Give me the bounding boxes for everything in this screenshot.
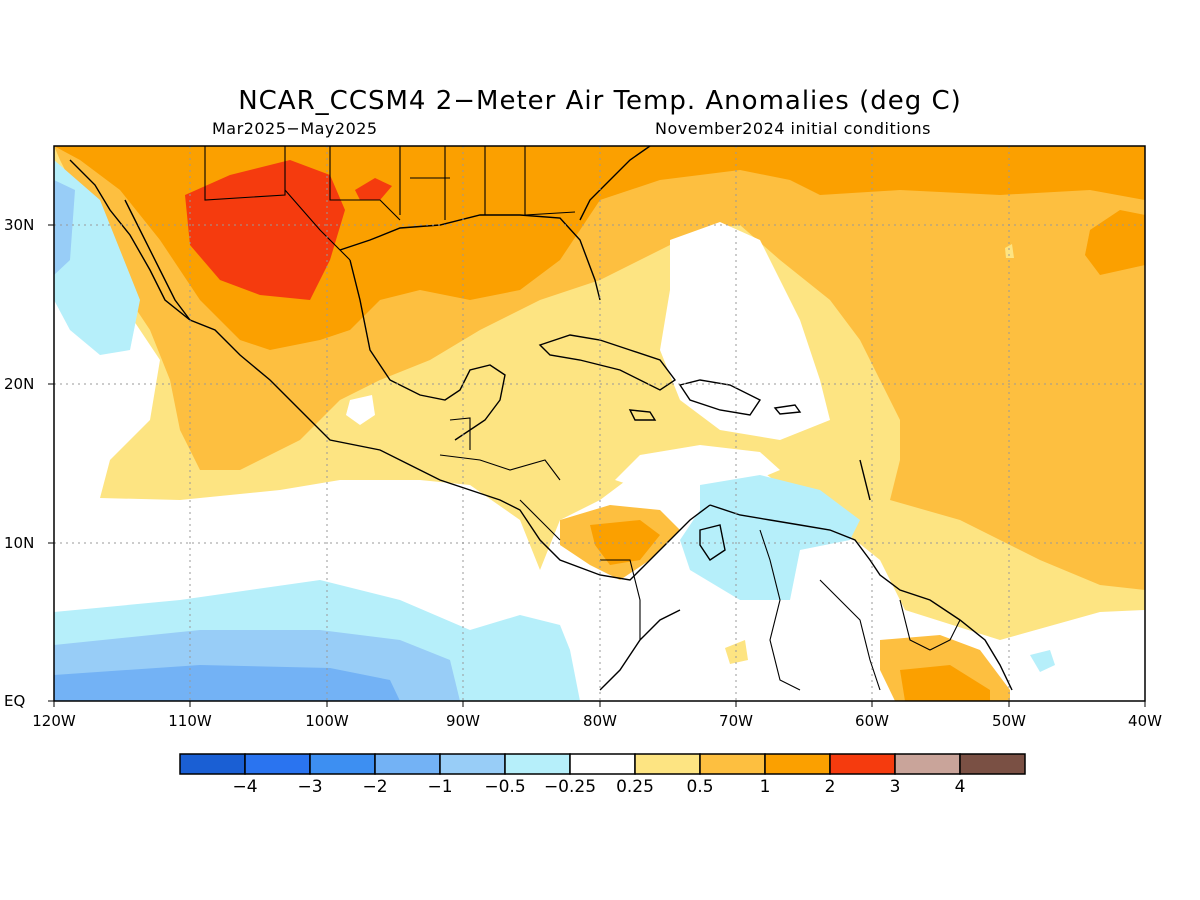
colorbar-swatch [894, 753, 961, 775]
colorbar-swatch [309, 753, 376, 775]
colorbar-tick-label: −0.25 [543, 777, 597, 797]
lon-label-110w: 110W [168, 712, 212, 730]
colorbar-swatch [569, 753, 636, 775]
colorbar-tick-label: −1 [427, 777, 453, 797]
lon-label-120w: 120W [32, 712, 76, 730]
colorbar-tick-label: 2 [824, 777, 836, 797]
coastlines [69, 146, 1013, 691]
colorbar-swatch [764, 753, 831, 775]
colorbar [179, 753, 1026, 775]
colorbar-tick-label: −3 [297, 777, 323, 797]
lon-label-90w: 90W [446, 712, 480, 730]
borders [204, 146, 961, 691]
lon-label-50w: 50W [992, 712, 1026, 730]
forecast-period: Mar2025−May2025 [212, 119, 378, 138]
colorbar-swatch [829, 753, 896, 775]
colorbar-swatch [699, 753, 766, 775]
map-title: NCAR_CCSM4 2−Meter Air Temp. Anomalies (… [238, 86, 962, 116]
lon-label-70w: 70W [719, 712, 753, 730]
colorbar-tick-label: 1 [759, 777, 771, 797]
lat-label-20n: 20N [4, 375, 35, 393]
anomaly-field [54, 146, 1145, 701]
colorbar-swatch [504, 753, 571, 775]
colorbar-tick-label: 0.25 [616, 777, 654, 797]
colorbar-tick-label: 3 [889, 777, 901, 797]
colorbar-swatch [374, 753, 441, 775]
axis-ticks [48, 224, 1146, 707]
lon-label-80w: 80W [583, 712, 617, 730]
colorbar-tick-label: 0.5 [686, 777, 714, 797]
colorbar-swatch [244, 753, 311, 775]
colorbar-swatch [959, 753, 1026, 775]
lat-label-eq: EQ [4, 692, 26, 710]
lon-label-60w: 60W [855, 712, 889, 730]
graticule [54, 146, 1145, 701]
colorbar-tick-label: −2 [362, 777, 388, 797]
lon-label-100w: 100W [305, 712, 349, 730]
lon-label-40w: 40W [1128, 712, 1162, 730]
colorbar-swatch [439, 753, 506, 775]
initial-conditions: November2024 initial conditions [655, 119, 931, 138]
colorbar-tick-label: −4 [232, 777, 258, 797]
colorbar-tick-label: −0.5 [484, 777, 526, 797]
lat-label-10n: 10N [4, 534, 35, 552]
colorbar-swatch [179, 753, 246, 775]
colorbar-swatch [634, 753, 701, 775]
colorbar-tick-label: 4 [954, 777, 966, 797]
lat-label-30n: 30N [4, 216, 35, 234]
